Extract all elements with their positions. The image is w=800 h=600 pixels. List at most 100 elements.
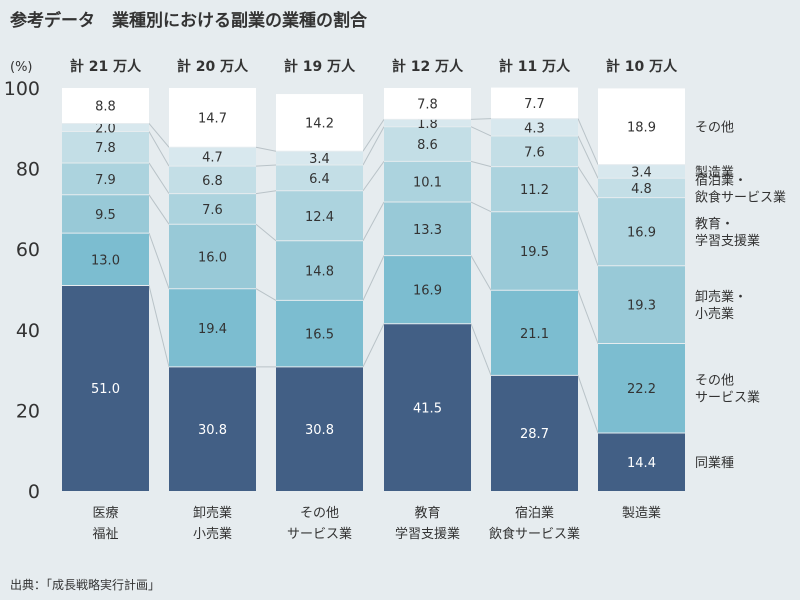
bar-segment bbox=[491, 290, 578, 376]
legend-label: 小売業 bbox=[695, 306, 734, 322]
bar-segment bbox=[598, 343, 685, 433]
total-label: 計 12 万人 bbox=[392, 58, 464, 75]
category-label: その他 bbox=[300, 506, 339, 521]
data-label: 6.8 bbox=[202, 174, 223, 189]
category-label: サービス業 bbox=[287, 526, 352, 542]
connector-line bbox=[577, 166, 599, 198]
legend-label: 卸売業・ bbox=[695, 289, 747, 305]
bar-segment bbox=[276, 94, 363, 152]
connector-line bbox=[577, 290, 599, 344]
y-tick-label: 60 bbox=[16, 239, 40, 261]
connector-line bbox=[255, 146, 277, 152]
bar-segment bbox=[384, 126, 471, 162]
connector-line bbox=[362, 119, 385, 152]
total-label: 計 21 万人 bbox=[70, 58, 142, 75]
data-label: 16.9 bbox=[413, 284, 442, 299]
total-label: 計 10 万人 bbox=[606, 58, 678, 75]
connector-line bbox=[148, 162, 170, 194]
bar-segment bbox=[276, 190, 363, 241]
bar-segment bbox=[491, 166, 578, 212]
total-label: 計 20 万人 bbox=[177, 58, 249, 75]
connector-line bbox=[470, 160, 492, 168]
bar-segment bbox=[62, 233, 149, 286]
connector-line bbox=[362, 161, 385, 192]
legend-label: 同業種 bbox=[695, 455, 734, 471]
data-label: 14.2 bbox=[305, 117, 334, 132]
data-label: 41.5 bbox=[413, 401, 442, 416]
legend-label: 製造業 bbox=[695, 164, 734, 180]
connector-line bbox=[470, 126, 492, 137]
connector-line bbox=[255, 288, 277, 301]
data-label: 7.7 bbox=[524, 97, 545, 112]
category-label: 医療 bbox=[92, 506, 118, 521]
category-label: 教育 bbox=[414, 505, 440, 521]
bar-segment bbox=[276, 164, 363, 191]
bar-segment bbox=[169, 366, 256, 491]
connector-line bbox=[255, 190, 277, 195]
data-label: 9.5 bbox=[95, 208, 116, 223]
data-label: 4.8 bbox=[631, 182, 652, 197]
data-label: 16.0 bbox=[198, 250, 227, 265]
legend-label: 教育・ bbox=[695, 216, 734, 232]
bar-segment bbox=[62, 285, 149, 491]
legend-label: 宿泊業・ bbox=[695, 172, 747, 188]
source-note: 出典：「成長戦略実行計画」 bbox=[10, 577, 160, 592]
bar-segment bbox=[169, 88, 256, 148]
bar-segment bbox=[598, 88, 685, 165]
data-label: 19.5 bbox=[520, 245, 549, 260]
bar-segment bbox=[491, 135, 578, 167]
connector-line bbox=[577, 211, 599, 266]
chart-title: 参考データ 業種別における副業の業種の割合 bbox=[10, 10, 368, 31]
data-label: 19.4 bbox=[198, 322, 227, 337]
connector-line bbox=[577, 135, 599, 179]
bar-segment bbox=[169, 224, 256, 289]
bar-segment bbox=[598, 164, 685, 179]
data-label: 22.2 bbox=[627, 382, 656, 397]
data-label: 14.8 bbox=[305, 265, 334, 280]
data-label: 13.3 bbox=[413, 223, 442, 238]
bar-segment bbox=[62, 131, 149, 163]
bar-segment bbox=[384, 88, 471, 120]
legend-label: 学習支援業 bbox=[695, 233, 760, 249]
category-label: 学習支援業 bbox=[395, 526, 460, 542]
total-label: 計 11 万人 bbox=[499, 58, 571, 75]
y-tick-label: 0 bbox=[28, 481, 40, 503]
data-label: 3.4 bbox=[631, 165, 652, 180]
category-label: 卸売業 bbox=[193, 505, 232, 521]
data-label: 11.2 bbox=[520, 183, 549, 198]
connector-line bbox=[148, 232, 170, 289]
bar-segment bbox=[384, 161, 471, 203]
bar-segment bbox=[384, 119, 471, 127]
data-label: 4.7 bbox=[202, 151, 223, 166]
y-tick-label: 100 bbox=[4, 78, 40, 100]
data-label: 10.1 bbox=[413, 176, 442, 191]
bar-segment bbox=[384, 255, 471, 324]
data-label: 7.8 bbox=[95, 141, 116, 156]
data-label: 7.8 bbox=[417, 98, 438, 113]
data-label: 4.3 bbox=[524, 121, 545, 136]
y-unit-label: (%) bbox=[10, 60, 33, 75]
bar-segment bbox=[62, 123, 149, 132]
category-label: 飲食サービス業 bbox=[489, 526, 580, 542]
data-label: 2.0 bbox=[95, 121, 116, 136]
bar-segment bbox=[491, 118, 578, 136]
connector-line bbox=[148, 194, 170, 225]
connector-line bbox=[362, 255, 385, 301]
data-label: 6.4 bbox=[309, 172, 330, 187]
legend-label: サービス業 bbox=[695, 390, 760, 406]
bar-segment bbox=[491, 87, 578, 119]
data-label: 28.7 bbox=[520, 427, 549, 442]
category-label: 小売業 bbox=[193, 526, 232, 542]
bar-segment bbox=[169, 193, 256, 225]
connector-line bbox=[577, 118, 599, 165]
data-label: 18.9 bbox=[627, 120, 656, 135]
connector-line bbox=[362, 201, 385, 241]
bar-segment bbox=[491, 375, 578, 491]
bar-segment bbox=[62, 194, 149, 234]
bar-segment bbox=[62, 88, 149, 124]
data-label: 16.9 bbox=[627, 226, 656, 241]
bar-segment bbox=[276, 240, 363, 301]
y-tick-label: 20 bbox=[16, 400, 40, 422]
connector-line bbox=[362, 323, 385, 368]
category-label: 宿泊業 bbox=[515, 505, 554, 521]
